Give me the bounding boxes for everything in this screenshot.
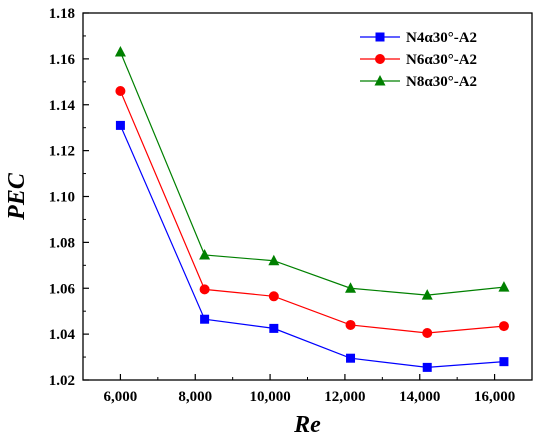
legend-item: N8α30°-A2 (360, 74, 477, 90)
y-tick-label: 1.16 (49, 52, 76, 68)
x-tick-label: 6,000 (104, 389, 138, 405)
legend: N4α30°-A2 N6α30°-A2 N8α30°-A2 (360, 30, 477, 90)
data-point (268, 254, 280, 266)
y-tick-label: 1.10 (49, 190, 75, 206)
series-line (119, 51, 504, 296)
series-line (119, 90, 504, 334)
data-point (422, 362, 432, 372)
y-tick-label: 1.08 (49, 235, 75, 251)
x-tick-label: 12,000 (324, 389, 365, 405)
plot-frame (82, 12, 533, 381)
legend-marker (375, 54, 385, 64)
y-tick-label: 1.06 (49, 281, 76, 297)
x-tick-label: 14,000 (399, 389, 440, 405)
data-point (199, 248, 211, 260)
data-point (268, 291, 279, 302)
series-2 (115, 85, 509, 338)
y-axis-title: PEC (4, 172, 30, 221)
legend-label: N6α30°-A2 (406, 52, 477, 68)
y-tick-label: 1.14 (49, 98, 76, 114)
y-tick-label: 1.04 (49, 327, 76, 343)
y-tick-label: 1.02 (49, 373, 75, 389)
series-3 (114, 45, 510, 300)
data-point (114, 45, 126, 57)
legend-marker (374, 75, 386, 86)
data-point (345, 282, 357, 293)
series-1 (115, 120, 509, 372)
data-point (115, 120, 125, 130)
legend-marker (375, 32, 385, 42)
data-point (200, 314, 210, 324)
x-tick-label: 16,000 (474, 389, 515, 405)
series-line (119, 125, 504, 368)
x-axis-title: Re (293, 412, 321, 438)
legend-label: N4α30°-A2 (406, 30, 477, 46)
data-point (422, 327, 433, 338)
data-point (345, 319, 356, 330)
legend-item: N6α30°-A2 (360, 52, 477, 68)
data-point (269, 323, 279, 333)
data-point (115, 85, 126, 96)
legend-label: N8α30°-A2 (406, 74, 477, 90)
data-point (498, 281, 510, 292)
data-point (421, 289, 433, 300)
data-point (199, 284, 210, 295)
data-point (346, 353, 356, 363)
y-tick-label: 1.18 (49, 6, 75, 22)
data-point (499, 357, 509, 367)
series-layer (114, 45, 510, 372)
label-layer: 6,000 8,000 10,000 12,000 14,000 16,000 1.02 1.… (49, 6, 515, 405)
legend-item: N4α30°-A2 (360, 30, 477, 46)
y-tick-label: 1.12 (49, 144, 75, 160)
x-tick-label: 10,000 (249, 389, 290, 405)
data-point (498, 321, 509, 332)
x-tick-label: 8,000 (178, 389, 212, 405)
tick-layer (83, 12, 496, 381)
